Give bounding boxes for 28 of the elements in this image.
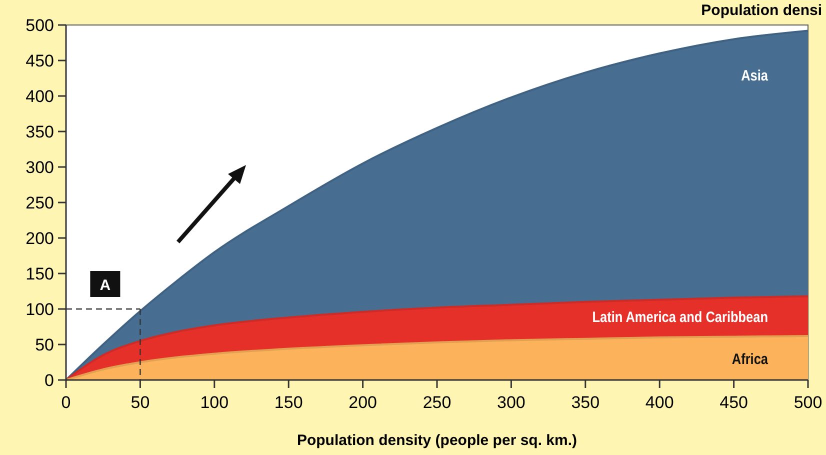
series-label: Africa (732, 350, 768, 368)
series-label: Latin America and Caribbean (592, 308, 768, 326)
x-tick-label: 50 (130, 393, 150, 412)
y-tick-label: 450 (26, 52, 54, 70)
chart-title: Population densi (701, 2, 822, 19)
annotation: A (100, 277, 111, 294)
x-tick-label: 300 (497, 393, 526, 412)
y-tick-label: 500 (26, 16, 54, 35)
y-tick-label: 50 (35, 336, 54, 354)
x-tick-label: 150 (274, 393, 303, 412)
y-tick-label: 300 (26, 158, 54, 177)
y-tick-label: 100 (26, 300, 54, 319)
y-tick-label: 400 (26, 87, 54, 106)
x-tick-label: 250 (422, 393, 452, 412)
x-tick-label: 0 (61, 393, 71, 412)
x-tick-label: 450 (720, 393, 748, 412)
y-tick-label: 0 (44, 371, 54, 390)
x-axis-title: Population density (people per sq. km.) (296, 432, 578, 449)
y-tick-label: 200 (26, 229, 54, 248)
y-tick-label: 350 (26, 122, 54, 142)
y-tick-label: 250 (26, 194, 54, 212)
x-tick-label: 400 (645, 393, 674, 412)
x-tick-label: 500 (794, 393, 822, 412)
series-label: Asia (741, 66, 768, 84)
x-tick-label: 100 (200, 393, 229, 412)
x-tick-label: 350 (571, 393, 600, 412)
y-tick-label: 150 (26, 264, 54, 284)
x-tick-label: 200 (348, 393, 377, 412)
